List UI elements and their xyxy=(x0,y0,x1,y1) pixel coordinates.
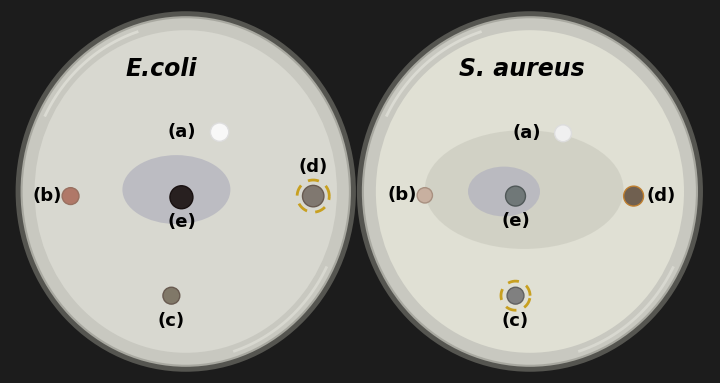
Text: (d): (d) xyxy=(299,159,328,176)
Text: S. aureus: S. aureus xyxy=(459,57,585,81)
Text: (b): (b) xyxy=(387,187,416,204)
Ellipse shape xyxy=(425,130,624,249)
Text: (b): (b) xyxy=(33,187,62,205)
Text: (c): (c) xyxy=(158,312,185,329)
Ellipse shape xyxy=(16,11,356,372)
Text: (a): (a) xyxy=(513,124,541,142)
Ellipse shape xyxy=(35,30,337,353)
Circle shape xyxy=(62,188,79,205)
Text: (c): (c) xyxy=(502,312,529,329)
Circle shape xyxy=(417,188,433,203)
Text: (a): (a) xyxy=(168,123,197,141)
Text: (e): (e) xyxy=(167,213,196,231)
Circle shape xyxy=(507,287,524,304)
Circle shape xyxy=(302,185,324,207)
Circle shape xyxy=(163,287,180,304)
Text: E.coli: E.coli xyxy=(126,57,197,81)
Circle shape xyxy=(624,186,644,206)
Ellipse shape xyxy=(22,17,350,366)
Text: (d): (d) xyxy=(647,187,675,205)
Ellipse shape xyxy=(376,30,684,353)
Ellipse shape xyxy=(468,167,540,216)
Circle shape xyxy=(554,125,572,142)
Ellipse shape xyxy=(363,17,697,366)
Circle shape xyxy=(505,186,526,206)
Circle shape xyxy=(210,123,229,141)
Circle shape xyxy=(170,186,193,209)
Text: (e): (e) xyxy=(501,212,530,230)
Ellipse shape xyxy=(357,11,703,372)
Ellipse shape xyxy=(122,155,230,224)
